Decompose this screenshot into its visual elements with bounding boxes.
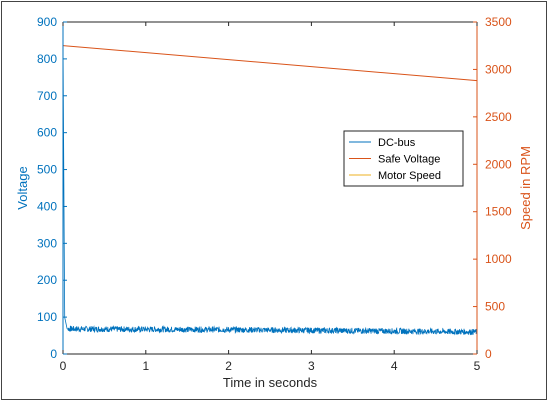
- right-y-tick-label: 2500: [485, 110, 512, 124]
- right-y-tick-label: 2000: [485, 157, 512, 171]
- right-y-tick-label: 0: [485, 347, 492, 361]
- right-y-tick-label: 1500: [485, 205, 512, 219]
- x-tick-label: 0: [60, 359, 67, 373]
- plot-area: [63, 22, 477, 354]
- left-y-tick-label: 500: [37, 163, 57, 177]
- legend-entry-label: DC-bus: [378, 137, 416, 149]
- right-y-tick-label: 1000: [485, 252, 512, 266]
- x-axis-label: Time in seconds: [223, 375, 318, 390]
- x-tick-label: 4: [391, 359, 398, 373]
- right-y-tick-label: 500: [485, 300, 505, 314]
- right-y-axis-label: Speed in RPM: [518, 146, 533, 230]
- left-y-tick-label: 0: [50, 347, 57, 361]
- left-y-tick-label: 300: [37, 236, 57, 250]
- axes-layer: 0 1 2 3 4 50100200300400500600700800900050010…: [15, 15, 533, 390]
- left-y-tick-label: 700: [37, 89, 57, 103]
- legend-entry-label: Motor Speed: [378, 170, 441, 182]
- legend: DC-bus Safe Voltage Motor Speed: [343, 130, 464, 187]
- legend-entry-label: Safe Voltage: [378, 154, 440, 166]
- right-y-tick-label: 3500: [485, 15, 512, 29]
- x-tick-label: 2: [225, 359, 232, 373]
- left-y-tick-label: 200: [37, 273, 57, 287]
- series-layer: [62, 40, 478, 336]
- left-y-axis-label: Voltage: [15, 166, 30, 209]
- x-tick-label: 1: [142, 359, 149, 373]
- series-line-dc-bus: [62, 40, 478, 336]
- left-y-tick-label: 100: [37, 310, 57, 324]
- left-y-tick-label: 900: [37, 15, 57, 29]
- x-tick-label: 3: [308, 359, 315, 373]
- x-tick-label: 5: [474, 359, 481, 373]
- left-y-tick-label: 600: [37, 126, 57, 140]
- series-line-safe-voltage: [62, 45, 478, 82]
- left-y-tick-label: 400: [37, 199, 57, 213]
- plot-background: [63, 22, 477, 354]
- left-y-tick-label: 800: [37, 52, 57, 66]
- right-y-tick-label: 3000: [485, 62, 512, 76]
